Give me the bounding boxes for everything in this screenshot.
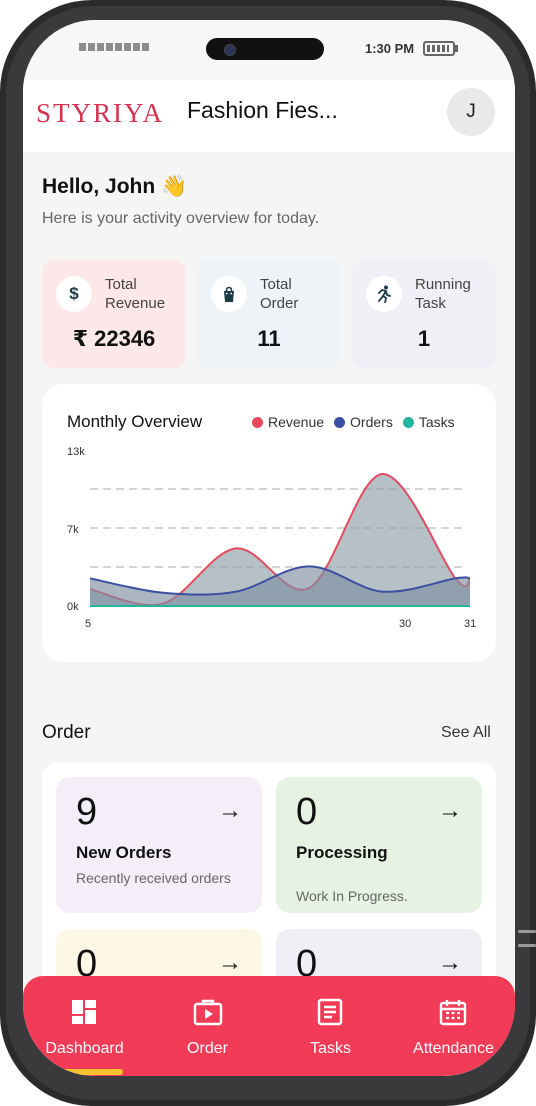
arrow-right-icon: → — [438, 797, 462, 824]
stat-value: 1 — [417, 326, 431, 351]
side-button — [518, 944, 536, 947]
greeting-title: Hello, John 👋 — [42, 175, 187, 199]
legend-label: Tasks — [418, 414, 455, 430]
status-time: 1:30 PM — [365, 41, 415, 56]
bottom-navigation: Dashboard Order Tasks Attendance — [23, 976, 515, 1076]
nav-label: Tasks — [310, 1040, 351, 1057]
y-tick-label: 13k — [67, 446, 85, 458]
order-count: 0 — [296, 791, 318, 833]
calendar-icon — [439, 1000, 467, 1026]
stat-label: Running Task — [415, 276, 471, 312]
order-tile-name: New Orders — [76, 843, 172, 862]
battery-icon — [423, 41, 458, 56]
nav-label: Order — [187, 1040, 228, 1057]
order-section-title: Order — [42, 722, 91, 743]
shop-name: Fashion Fies... — [187, 97, 338, 123]
tasks-icon — [317, 998, 343, 1026]
screen: 1:30 PM STYRIYA Fashion Fies... J Hello,… — [23, 20, 515, 1076]
nav-order[interactable]: Order — [146, 976, 269, 1076]
order-tile-desc: Work In Progress. — [296, 888, 408, 904]
nav-label: Attendance — [413, 1040, 494, 1057]
series-area-orders — [90, 566, 470, 606]
monthly-overview-card: Monthly Overview Revenue Orders Tasks 13… — [42, 384, 496, 662]
order-tile-name: Processing — [296, 843, 388, 862]
order-tile-processing[interactable]: 0 → Processing Work In Progress. — [276, 777, 482, 913]
order-count: 0 — [76, 943, 98, 985]
nav-label: Dashboard — [45, 1040, 124, 1057]
legend-item[interactable]: Tasks — [402, 414, 455, 430]
see-all-link[interactable]: See All — [441, 724, 491, 741]
chart-title: Monthly Overview — [67, 412, 203, 431]
legend-swatch — [252, 416, 263, 428]
status-bar: 1:30 PM — [23, 20, 515, 80]
shopping-bag-icon — [211, 276, 247, 312]
legend-label: Orders — [350, 414, 393, 430]
series-line-orders — [89, 565, 471, 596]
arrow-right-icon: → — [218, 797, 242, 824]
series-area-revenue — [90, 473, 470, 606]
legend-label: Revenue — [268, 414, 325, 430]
legend-item[interactable]: Revenue — [252, 414, 324, 430]
chart-legend: Revenue Orders Tasks — [252, 414, 455, 430]
x-tick-label: 5 — [85, 618, 92, 630]
x-tick-label: 30 — [399, 618, 412, 630]
x-tick-label: 31 — [464, 618, 477, 630]
order-tile-desc: Recently received orders — [76, 870, 231, 886]
y-tick-label: 7k — [67, 524, 79, 536]
nav-tasks[interactable]: Tasks — [269, 976, 392, 1076]
order-icon — [193, 999, 223, 1026]
nav-attendance[interactable]: Attendance — [392, 976, 515, 1076]
brand-logo[interactable]: STYRIYA — [36, 98, 165, 128]
active-tab-indicator — [53, 1069, 123, 1075]
order-count: 9 — [76, 791, 98, 833]
y-tick-label: 0k — [67, 601, 79, 613]
arrow-right-icon: → — [218, 949, 242, 976]
stat-value: 11 — [257, 326, 281, 351]
dashboard-icon — [72, 1000, 96, 1024]
waving-hand-icon: 👋 — [161, 175, 188, 198]
running-icon — [366, 276, 402, 312]
legend-item[interactable]: Orders — [334, 414, 393, 430]
signal-icon — [79, 43, 149, 51]
greeting-subtitle: Here is your activity overview for today… — [42, 210, 320, 227]
side-button — [518, 930, 536, 933]
stat-card-tasks[interactable]: Running Task 1 — [352, 260, 496, 368]
legend-swatch — [402, 416, 414, 428]
dollar-icon: $ — [56, 276, 92, 312]
stat-label: Total Order — [260, 276, 299, 312]
stat-value: ₹ 22346 — [72, 326, 156, 351]
order-count: 0 — [296, 943, 318, 985]
area-chart — [89, 472, 471, 607]
arrow-right-icon: → — [438, 949, 462, 976]
camera-notch — [206, 38, 324, 60]
avatar[interactable]: J — [447, 88, 495, 136]
camera-icon — [224, 44, 236, 56]
legend-swatch — [334, 416, 346, 428]
order-tile-new[interactable]: 9 → New Orders Recently received orders — [56, 777, 262, 913]
stat-card-revenue[interactable]: $ Total Revenue ₹ 22346 — [42, 260, 186, 368]
nav-dashboard[interactable]: Dashboard — [23, 976, 146, 1076]
stat-label: Total Revenue — [105, 276, 166, 312]
stat-card-orders[interactable]: Total Order 11 — [197, 260, 341, 368]
greeting-text: Hello, John — [42, 175, 156, 198]
app-header — [23, 80, 515, 152]
